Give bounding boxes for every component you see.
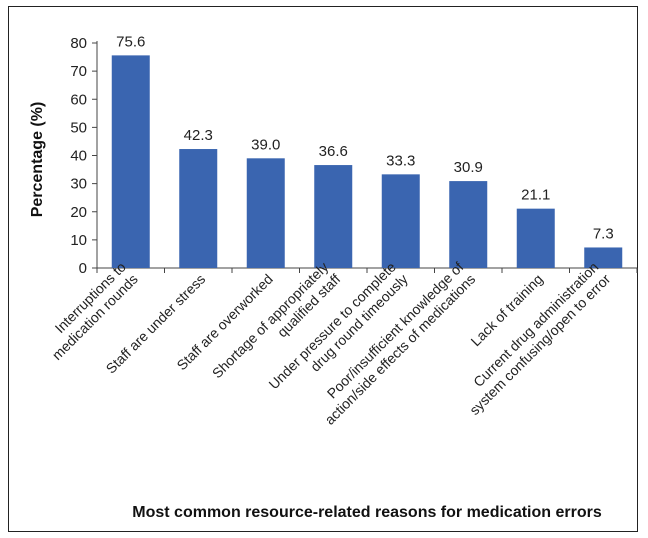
y-tick-label: 20 (70, 204, 87, 221)
y-tick-label: 80 (70, 35, 87, 52)
data-label: 21.1 (521, 187, 550, 204)
y-tick-label: 50 (70, 119, 87, 136)
data-label: 7.3 (593, 225, 614, 242)
bar (381, 174, 420, 268)
y-tick-label: 10 (70, 232, 87, 249)
data-labels: 75.6 42.3 39.0 36.6 33.3 30.9 21.1 7.3 (116, 33, 614, 242)
bar (516, 208, 555, 268)
data-label: 39.0 (251, 136, 280, 153)
data-label: 36.6 (319, 143, 348, 160)
data-label: 30.9 (454, 159, 483, 176)
y-tick-label: 30 (70, 176, 87, 193)
y-tick-label: 40 (70, 148, 87, 165)
bars (111, 55, 623, 268)
category-label-line: action/side effects of medications (321, 271, 478, 428)
y-axis-label: Percentage (%) (29, 102, 46, 218)
data-label: 42.3 (184, 127, 213, 144)
y-tick-label: 60 (70, 91, 87, 108)
data-label: 33.3 (386, 152, 415, 169)
bar (179, 149, 218, 268)
data-label: 75.6 (116, 33, 145, 50)
y-tick-label: 0 (79, 260, 87, 277)
bar (111, 55, 150, 268)
bar (314, 165, 353, 268)
bar (449, 181, 488, 268)
bar (584, 247, 623, 268)
x-axis-label: Most common resource-related reasons for… (132, 504, 602, 521)
y-tick-label: 70 (70, 63, 87, 80)
bar (246, 158, 285, 268)
category-label-line: system confusing/open to error (466, 271, 613, 418)
